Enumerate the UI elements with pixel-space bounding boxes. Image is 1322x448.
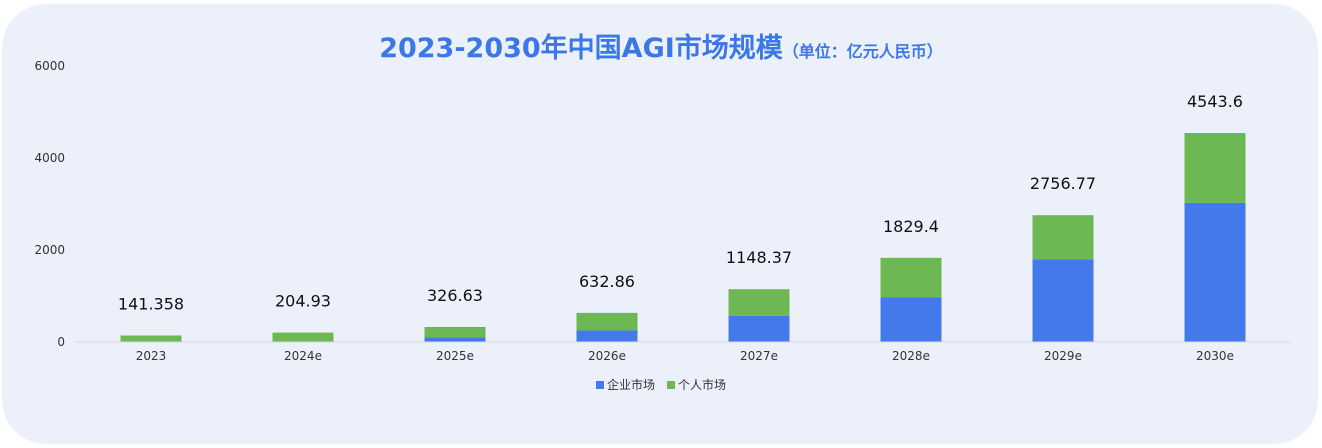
legend-item-personal: 个人市场 <box>667 376 726 393</box>
total-data-label: 4543.6 <box>1187 92 1243 111</box>
bars <box>120 132 1246 342</box>
x-tick-label: 2024e <box>284 349 322 363</box>
bar-personal <box>1032 215 1094 260</box>
x-tick-label: 2029e <box>1044 349 1082 363</box>
bar-enterprise <box>728 315 790 342</box>
total-data-label: 204.93 <box>275 292 331 311</box>
total-data-label: 1829.4 <box>883 217 939 236</box>
x-tick-label: 2030e <box>1196 349 1234 363</box>
y-axis: 0 2000 4000 6000 <box>34 59 65 349</box>
chart-card <box>2 4 1318 444</box>
data-labels: 141.358 204.93 326.63 632.86 1148.37 1829.4 27… <box>118 92 1243 314</box>
legend-label-enterprise: 企业市场 <box>606 378 655 392</box>
bar-enterprise <box>424 337 486 342</box>
bar-enterprise <box>576 330 638 342</box>
y-tick-label: 0 <box>57 335 65 349</box>
legend-swatch-enterprise <box>595 380 604 389</box>
bar-personal <box>424 326 486 338</box>
total-data-label: 141.358 <box>118 294 184 313</box>
bar-personal <box>880 257 942 298</box>
x-tick-label: 2027e <box>740 349 778 363</box>
bar-enterprise <box>1032 259 1094 342</box>
bar-personal <box>272 332 334 342</box>
legend-swatch-personal <box>667 380 675 389</box>
total-data-label: 632.86 <box>579 272 635 291</box>
x-tick-label: 2026e <box>588 349 626 363</box>
bar-enterprise <box>880 297 942 342</box>
x-axis: 2023 2024e 2025e 2026e 2027e 2028e 2029e 2030e <box>136 349 1234 363</box>
x-tick-label: 2025e <box>436 349 474 363</box>
legend-label-personal: 个人市场 <box>678 378 727 392</box>
x-tick-label: 2028e <box>892 349 930 363</box>
bar-personal <box>1184 132 1246 203</box>
chart-title: 2023-2030年中国AGI市场规模（单位：亿元人民币） <box>0 26 1322 65</box>
bar-enterprise <box>1184 202 1246 342</box>
total-data-label: 326.63 <box>427 286 483 305</box>
bar-personal <box>728 289 790 316</box>
total-data-label: 1148.37 <box>726 248 792 267</box>
legend-item-enterprise: 企业市场 <box>595 376 655 393</box>
x-tick-label: 2023 <box>136 349 167 363</box>
y-tick-label: 4000 <box>34 151 65 165</box>
legend: 企业市场 个人市场 <box>0 376 1322 393</box>
bar-personal <box>120 335 182 342</box>
bar-personal <box>576 312 638 331</box>
total-data-label: 2756.77 <box>1030 174 1096 193</box>
y-tick-label: 6000 <box>34 59 65 73</box>
chart-title-unit: （单位：亿元人民币） <box>782 42 943 61</box>
chart-title-main: 2023-2030年中国AGI市场规模 <box>379 33 783 64</box>
y-tick-label: 2000 <box>34 243 65 257</box>
